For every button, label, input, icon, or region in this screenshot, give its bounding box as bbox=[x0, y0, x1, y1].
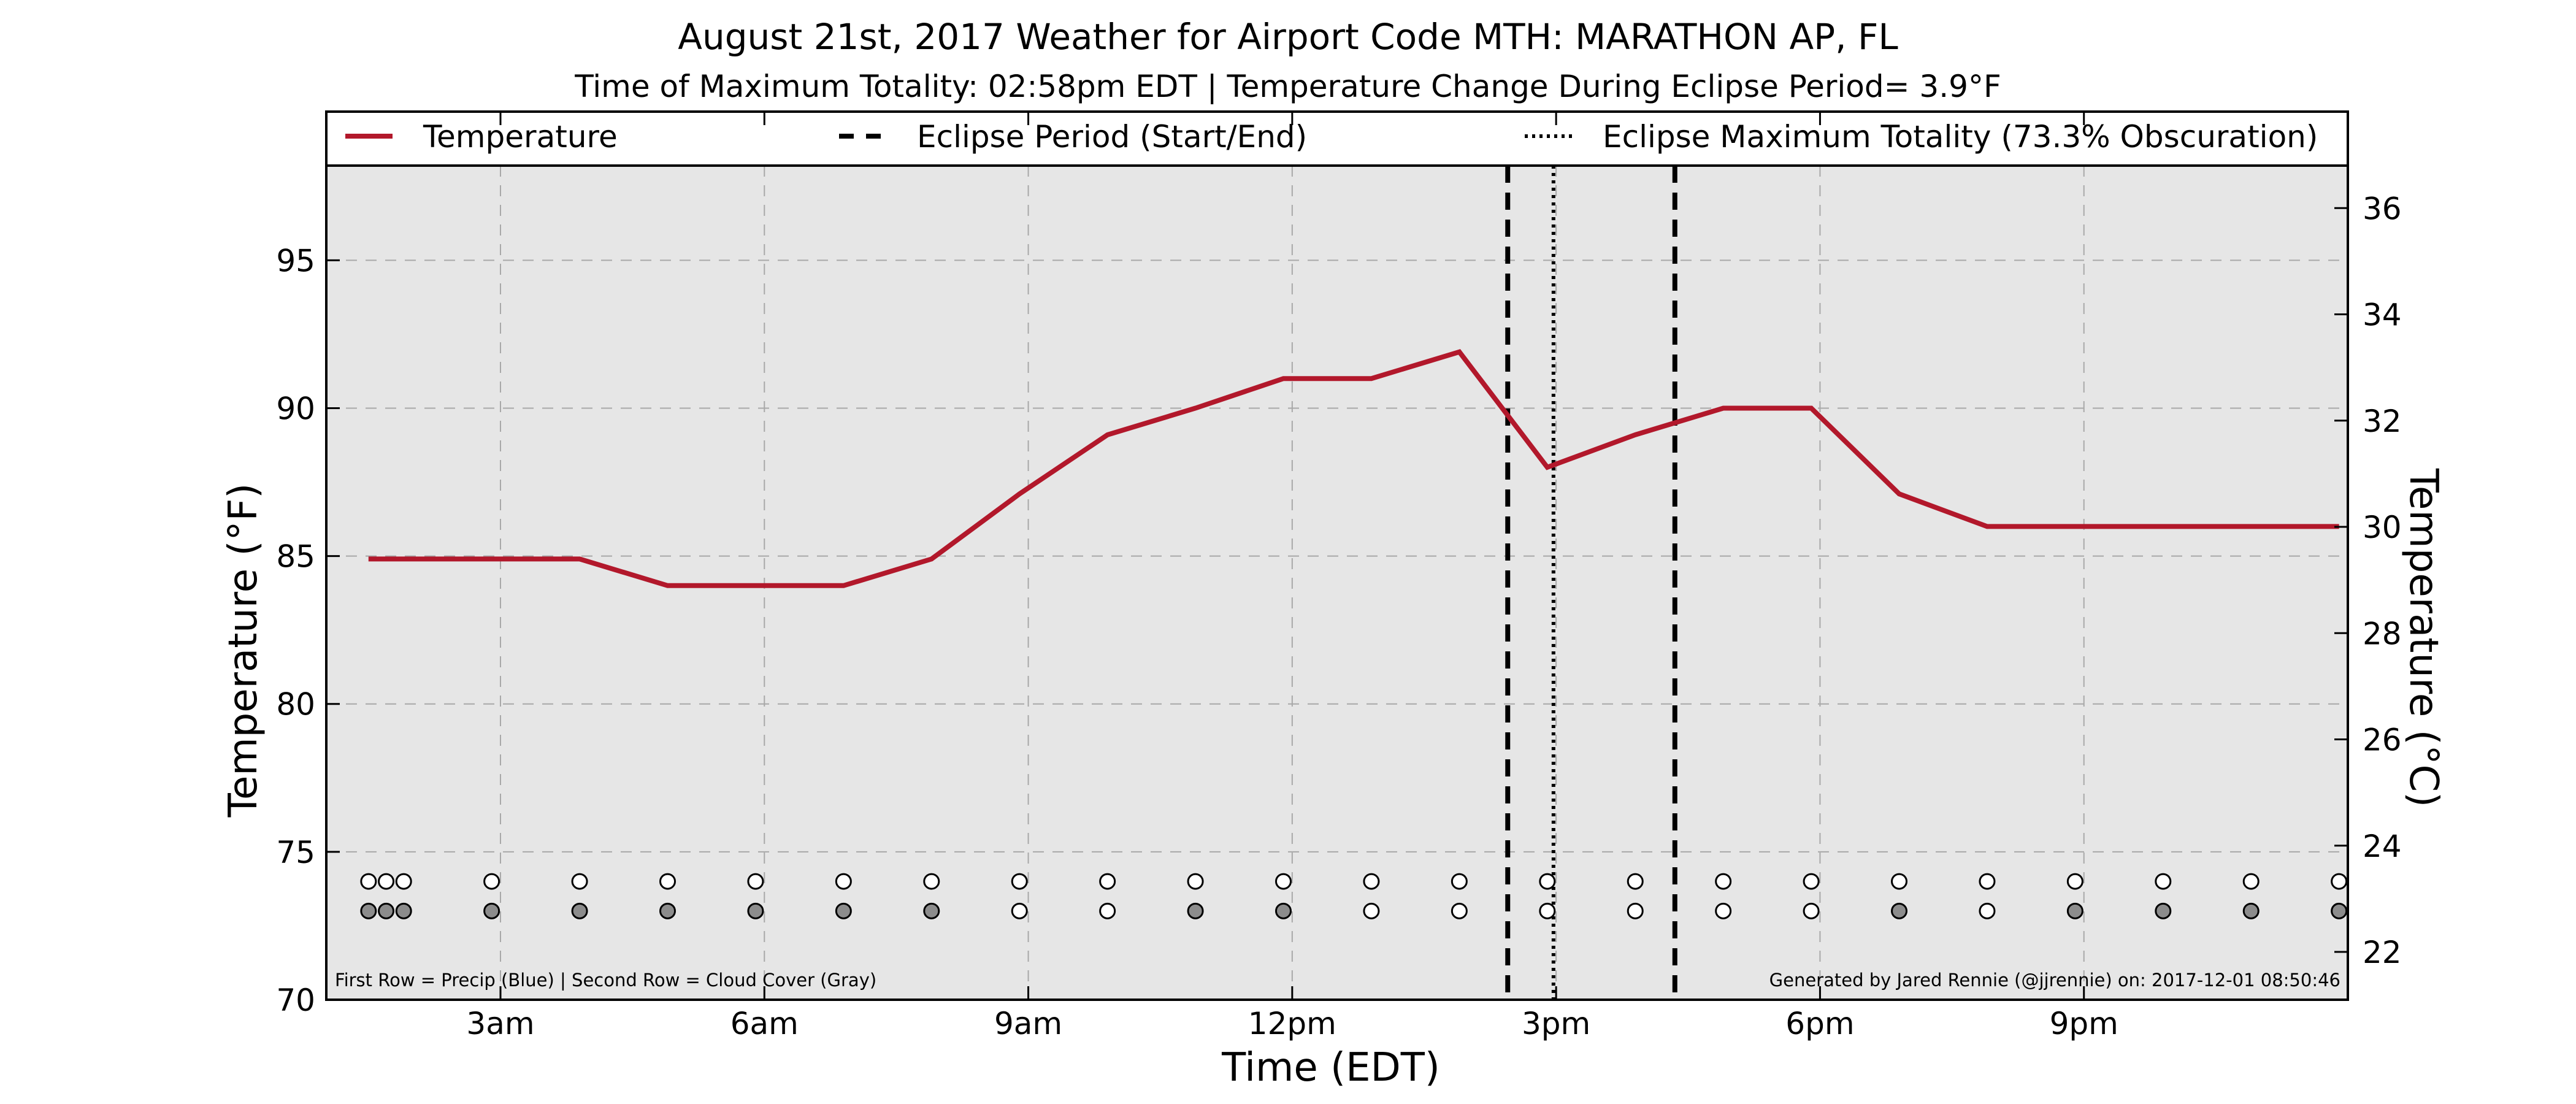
cloud-marker bbox=[1627, 902, 1644, 919]
precip-marker bbox=[1891, 873, 1908, 890]
precip-marker bbox=[1715, 873, 1732, 890]
cloud-marker bbox=[1979, 902, 1996, 919]
y-right-tick-label: 26 bbox=[2363, 723, 2402, 758]
cloud-marker bbox=[1363, 902, 1380, 919]
precip-marker bbox=[2155, 873, 2172, 890]
precip-marker bbox=[1187, 873, 1204, 890]
cloud-marker bbox=[360, 902, 377, 919]
x-tick-label: 9pm bbox=[2050, 1006, 2118, 1041]
y-tick-label: 95 bbox=[276, 243, 315, 278]
legend: Temperature Eclipse Period (Start/End) Ecl… bbox=[326, 119, 2348, 167]
cloud-marker bbox=[747, 902, 764, 919]
precip-marker bbox=[1979, 873, 1996, 890]
x-tick-label: 12pm bbox=[1248, 1006, 1336, 1041]
y-right-tick-label: 34 bbox=[2363, 297, 2402, 333]
y-axis-right-ticks: 22 24 26 28 30 32 34 36 bbox=[2334, 191, 2402, 970]
y-tick-label: 80 bbox=[276, 687, 315, 723]
precip-marker bbox=[2242, 873, 2260, 890]
precip-marker bbox=[2331, 873, 2348, 890]
precip-marker bbox=[1275, 873, 1292, 890]
cloud-marker bbox=[571, 902, 588, 919]
y-axis-left-ticks: 70 75 80 85 90 95 bbox=[276, 243, 340, 1018]
cloud-marker bbox=[1539, 902, 1556, 919]
footnote-left: First Row = Precip (Blue) | Second Row =… bbox=[335, 970, 876, 991]
y-right-tick-label: 22 bbox=[2363, 935, 2402, 970]
legend-label-2: Eclipse Maximum Totality (73.3% Obscurat… bbox=[1603, 119, 2318, 155]
cloud-marker bbox=[1715, 902, 1732, 919]
precip-marker bbox=[378, 873, 395, 890]
cloud-marker bbox=[2155, 902, 2172, 919]
footnote-right: Generated by Jared Rennie (@jjrennie) on… bbox=[1769, 970, 2340, 991]
cloud-marker bbox=[1451, 902, 1468, 919]
y-tick-label: 75 bbox=[276, 835, 315, 870]
x-tick-label: 3am bbox=[466, 1006, 534, 1041]
cloud-marker bbox=[1187, 902, 1204, 919]
y-right-tick-label: 30 bbox=[2363, 510, 2402, 545]
series-line-temperature bbox=[368, 349, 2339, 588]
cloud-marker bbox=[659, 902, 677, 919]
precip-marker bbox=[1539, 873, 1556, 890]
precip-marker bbox=[835, 873, 852, 890]
y-right-tick-label: 28 bbox=[2363, 616, 2402, 651]
precip-marker bbox=[1363, 873, 1380, 890]
x-tick-label: 6am bbox=[730, 1006, 799, 1041]
legend-label-1: Eclipse Period (Start/End) bbox=[917, 119, 1307, 155]
y-right-tick-label: 32 bbox=[2363, 404, 2402, 439]
precip-marker bbox=[360, 873, 377, 890]
precip-marker bbox=[1627, 873, 1644, 890]
x-axis-ticks: 3am 6am 9am 12pm 3pm 6pm 9pm bbox=[466, 112, 2118, 1041]
precip-marker bbox=[483, 873, 500, 890]
cloud-marker bbox=[395, 902, 412, 919]
precip-marker bbox=[747, 873, 764, 890]
precip-marker bbox=[923, 873, 940, 890]
x-tick-label: 6pm bbox=[1785, 1006, 1854, 1041]
gridlines bbox=[326, 166, 2348, 1000]
y-axis-label: Temperature (°F) bbox=[221, 483, 266, 818]
eclipse-lines bbox=[1505, 166, 1677, 1000]
cloud-marker bbox=[2331, 902, 2348, 919]
series-layer bbox=[368, 349, 2339, 588]
y-tick-label: 70 bbox=[276, 983, 315, 1018]
y-axis-right-label: Temperature (°C) bbox=[2401, 468, 2446, 807]
cloud-marker bbox=[2242, 902, 2260, 919]
cloud-marker bbox=[1011, 902, 1028, 919]
precip-marker bbox=[1803, 873, 1820, 890]
cloud-marker bbox=[1891, 902, 1908, 919]
precip-marker bbox=[2066, 873, 2083, 890]
x-tick-label: 9am bbox=[994, 1006, 1062, 1041]
precip-marker bbox=[1011, 873, 1028, 890]
legend-label-0: Temperature bbox=[423, 119, 618, 155]
y-right-tick-label: 36 bbox=[2363, 191, 2402, 226]
cloud-marker bbox=[1275, 902, 1292, 919]
cloud-marker bbox=[923, 902, 940, 919]
y-right-tick-label: 24 bbox=[2363, 829, 2402, 864]
x-tick-label: 3pm bbox=[1522, 1006, 1590, 1041]
plot-area bbox=[326, 166, 2348, 1000]
weather-markers bbox=[360, 873, 2348, 919]
y-tick-label: 85 bbox=[276, 539, 315, 575]
precip-marker bbox=[395, 873, 412, 890]
precip-marker bbox=[571, 873, 588, 890]
y-tick-label: 90 bbox=[276, 391, 315, 426]
chart-subtitle: Time of Maximum Totality: 02:58pm EDT | … bbox=[574, 69, 2001, 104]
chart-title: August 21st, 2017 Weather for Airport Co… bbox=[678, 16, 1898, 58]
precip-marker bbox=[659, 873, 677, 890]
cloud-marker bbox=[1803, 902, 1820, 919]
precip-marker bbox=[1451, 873, 1468, 890]
cloud-marker bbox=[483, 902, 500, 919]
x-axis-label: Time (EDT) bbox=[1221, 1045, 1440, 1091]
cloud-marker bbox=[378, 902, 395, 919]
cloud-marker bbox=[2066, 902, 2083, 919]
cloud-marker bbox=[835, 902, 852, 919]
precip-marker bbox=[1099, 873, 1116, 890]
cloud-marker bbox=[1099, 902, 1116, 919]
